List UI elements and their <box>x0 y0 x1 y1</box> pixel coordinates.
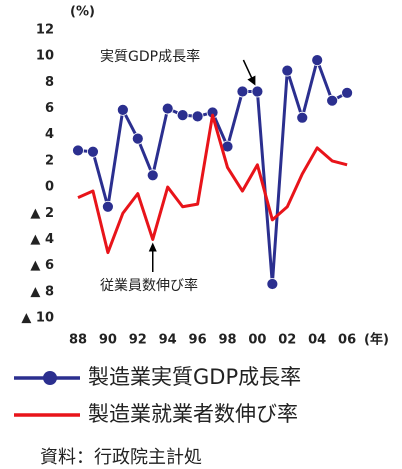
x-unit: (年) <box>364 332 389 348</box>
y-tick-label: 2 <box>45 153 54 168</box>
point <box>266 278 279 290</box>
y-tick-label: ▲ 8 <box>30 284 54 299</box>
point <box>102 200 114 213</box>
point <box>116 103 129 116</box>
x-tick-label: 92 <box>129 333 147 348</box>
point <box>326 94 339 107</box>
x-tick-label: 88 <box>69 333 87 348</box>
x-tick-label: 90 <box>99 333 117 348</box>
y-tick-label: ▲ 4 <box>30 232 54 247</box>
y-unit: (%) <box>70 5 95 20</box>
arrowhead <box>247 75 256 86</box>
legend-label: 製造業就業者数伸び率 <box>88 402 298 426</box>
x-tick-label: 04 <box>308 333 326 348</box>
point <box>341 86 354 99</box>
legend-marker <box>43 371 57 385</box>
y-tick-label: 12 <box>36 23 54 38</box>
x-tick-label: 06 <box>338 333 356 348</box>
annotation: 従業員数伸び率 <box>100 277 198 294</box>
source: 資料：行政院主計処 <box>40 447 202 468</box>
series-line <box>77 58 348 286</box>
point <box>72 144 84 157</box>
x-tick-label: 98 <box>218 333 236 348</box>
point <box>236 85 249 98</box>
arrowhead <box>148 242 157 252</box>
annotation: 実質GDP成長率 <box>100 48 200 65</box>
y-tick-label: 10 <box>36 49 54 64</box>
point <box>311 54 324 67</box>
point <box>131 132 144 145</box>
y-tick-label: 8 <box>45 75 54 90</box>
legend-label: 製造業実質GDP成長率 <box>88 365 301 389</box>
y-tick-label: 0 <box>45 180 54 195</box>
y-tick-label: 6 <box>45 101 54 116</box>
point <box>281 64 294 77</box>
point <box>251 85 264 98</box>
point <box>191 110 204 123</box>
x-tick-label: 02 <box>278 333 296 348</box>
y-tick-label: ▲ 6 <box>30 258 54 273</box>
series-line <box>77 113 348 255</box>
point <box>146 169 159 182</box>
point <box>161 102 174 115</box>
y-tick-label: 4 <box>45 127 54 142</box>
point <box>296 111 309 124</box>
x-tick-label: 96 <box>189 333 207 348</box>
x-tick-label: 94 <box>159 333 177 348</box>
point <box>87 145 99 158</box>
x-tick-label: 00 <box>248 333 266 348</box>
point <box>176 109 189 121</box>
y-tick-label: ▲ 2 <box>30 206 54 221</box>
y-tick-label: ▲ 10 <box>21 311 54 326</box>
